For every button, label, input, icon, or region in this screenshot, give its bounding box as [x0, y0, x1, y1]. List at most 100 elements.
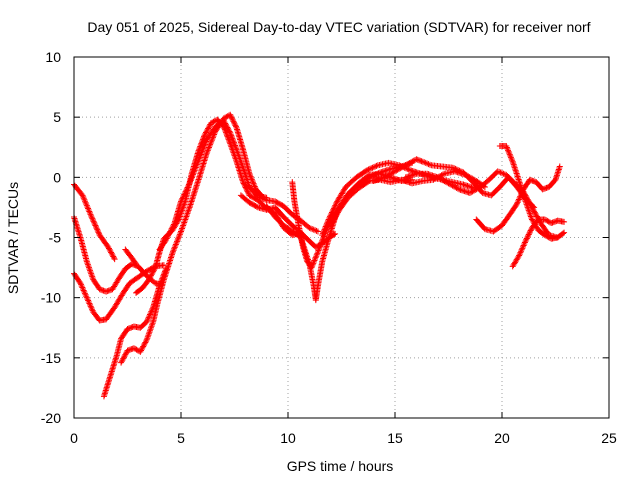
data-point: [191, 168, 198, 175]
data-point: [230, 118, 237, 125]
data-point: [224, 124, 231, 131]
data-point: [426, 161, 433, 168]
data-point: [515, 196, 522, 203]
data-point: [176, 232, 183, 239]
axis-ticks: 0 5 10 15 20 25 -20 -15 -10 -5 0 5 10: [41, 49, 617, 446]
data-point: [105, 245, 112, 252]
data-point: [88, 212, 95, 219]
data-point: [373, 171, 380, 178]
series-pass-a: [71, 181, 118, 263]
data-point: [369, 164, 376, 171]
data-point: [518, 248, 525, 255]
data-point: [205, 124, 212, 131]
data-point: [505, 147, 512, 154]
data-point: [259, 195, 266, 202]
data-point: [454, 185, 461, 192]
data-point: [325, 216, 332, 223]
data-point: [374, 170, 381, 177]
data-point: [83, 294, 90, 301]
data-point: [188, 176, 195, 183]
data-point: [375, 170, 382, 177]
data-point: [187, 177, 194, 184]
data-point: [138, 347, 145, 354]
data-point: [203, 138, 210, 145]
data-point: [228, 132, 235, 139]
data-point: [554, 234, 561, 241]
data-point: [332, 213, 339, 220]
data-point: [333, 212, 340, 219]
data-series: [71, 111, 568, 400]
data-point: [199, 136, 206, 143]
data-point: [245, 189, 252, 196]
data-point: [221, 119, 228, 126]
data-point: [524, 234, 531, 241]
data-point: [222, 121, 229, 128]
data-point: [91, 221, 98, 228]
data-point: [319, 232, 326, 239]
data-point: [405, 166, 412, 173]
data-point: [133, 346, 140, 353]
data-point: [231, 119, 238, 126]
data-point: [146, 275, 153, 282]
data-point: [76, 279, 83, 286]
data-point: [185, 181, 192, 188]
data-point: [316, 244, 323, 251]
y-tick-label: -15: [41, 350, 61, 366]
data-point: [329, 219, 336, 226]
data-point: [222, 114, 229, 121]
data-point: [520, 242, 527, 249]
data-point: [196, 155, 203, 162]
data-point: [327, 212, 334, 219]
data-point: [533, 212, 540, 219]
data-point: [195, 157, 202, 164]
data-point: [504, 145, 511, 152]
series-pass-b: [71, 214, 165, 295]
data-point: [232, 123, 239, 130]
data-point: [132, 259, 139, 266]
data-point: [371, 171, 378, 178]
data-point: [186, 180, 193, 187]
data-point: [173, 240, 180, 247]
data-point: [165, 232, 172, 239]
data-point: [138, 346, 145, 353]
data-point: [497, 169, 504, 176]
data-point: [170, 222, 177, 229]
data-point: [94, 227, 101, 234]
data-point: [541, 232, 548, 239]
data-point: [189, 173, 196, 180]
x-tick-label: 25: [601, 430, 617, 446]
data-point: [174, 237, 181, 244]
data-point: [207, 141, 214, 148]
data-point: [228, 134, 235, 141]
data-point: [81, 196, 88, 203]
data-point: [174, 238, 181, 245]
data-point: [452, 165, 459, 172]
data-point: [306, 224, 313, 231]
data-point: [556, 163, 563, 170]
data-point: [507, 154, 514, 161]
data-point: [328, 209, 335, 216]
data-point: [521, 239, 528, 246]
data-point: [171, 244, 178, 251]
series-pass-q: [473, 163, 563, 235]
data-point: [220, 117, 227, 124]
data-point: [81, 288, 88, 295]
data-point: [141, 340, 148, 347]
data-point: [324, 219, 331, 226]
data-point: [229, 135, 236, 142]
data-point: [167, 228, 174, 235]
data-point: [172, 241, 179, 248]
data-point: [83, 293, 90, 300]
data-point: [516, 252, 523, 259]
data-point: [421, 159, 428, 166]
data-point: [241, 183, 248, 190]
data-point: [179, 195, 186, 202]
data-point: [207, 140, 214, 147]
data-point: [199, 148, 206, 155]
data-point: [505, 148, 512, 155]
data-point: [193, 161, 200, 168]
data-point: [202, 139, 209, 146]
data-point: [313, 251, 320, 258]
data-point: [143, 338, 150, 345]
